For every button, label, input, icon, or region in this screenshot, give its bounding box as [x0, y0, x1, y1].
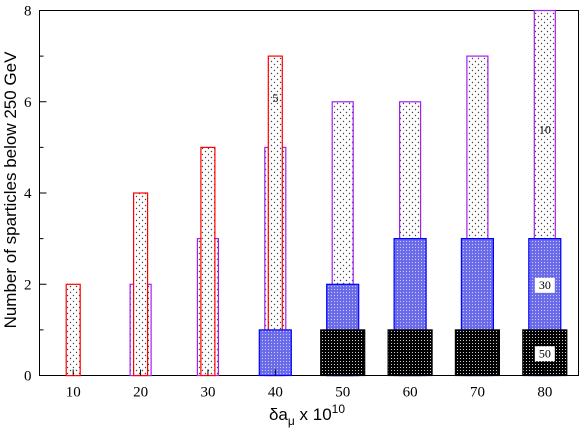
bar-50-70 [454, 329, 500, 377]
annotation-background [534, 346, 555, 362]
annotations: 5 10 30 50 [272, 91, 555, 362]
bar-50-60 [387, 329, 433, 377]
y-tick-label: 2 [24, 277, 32, 293]
annotation-label: 10 [539, 123, 551, 137]
annotation-label: 30 [539, 278, 551, 292]
x-tick-label: 50 [335, 385, 350, 401]
y-axis-label: Number of sparticles below 250 GeV [1, 51, 20, 329]
y-tick-label: 8 [24, 4, 32, 20]
annotation-label: 5 [272, 91, 278, 105]
x-tick-label: 80 [537, 385, 552, 401]
y-tick-label: 6 [24, 95, 32, 111]
x-axis-label: δaμ x 1010 [269, 402, 345, 428]
x-tick-label: 20 [133, 385, 148, 401]
bar-5-10 [65, 283, 81, 377]
bars [65, 9, 568, 377]
plot-frame [39, 10, 579, 376]
bar-5-30 [200, 146, 216, 377]
x-tick-label: 40 [268, 385, 283, 401]
x-tick-label: 70 [470, 385, 485, 401]
x-tick-label: 60 [403, 385, 418, 401]
x-tick-label: 10 [66, 385, 81, 401]
bar-50-50 [320, 329, 366, 377]
y-tick-label: 0 [24, 369, 32, 385]
bar-30-40 [258, 329, 292, 377]
annotation-background [534, 277, 555, 293]
y-tick-label: 4 [24, 186, 32, 202]
ticks: 10 20 30 40 50 60 70 80 0 2 4 6 8 [24, 4, 552, 401]
bar-5-20 [133, 192, 149, 377]
annotation-label: 50 [539, 346, 551, 360]
x-tick-label: 30 [200, 385, 215, 401]
